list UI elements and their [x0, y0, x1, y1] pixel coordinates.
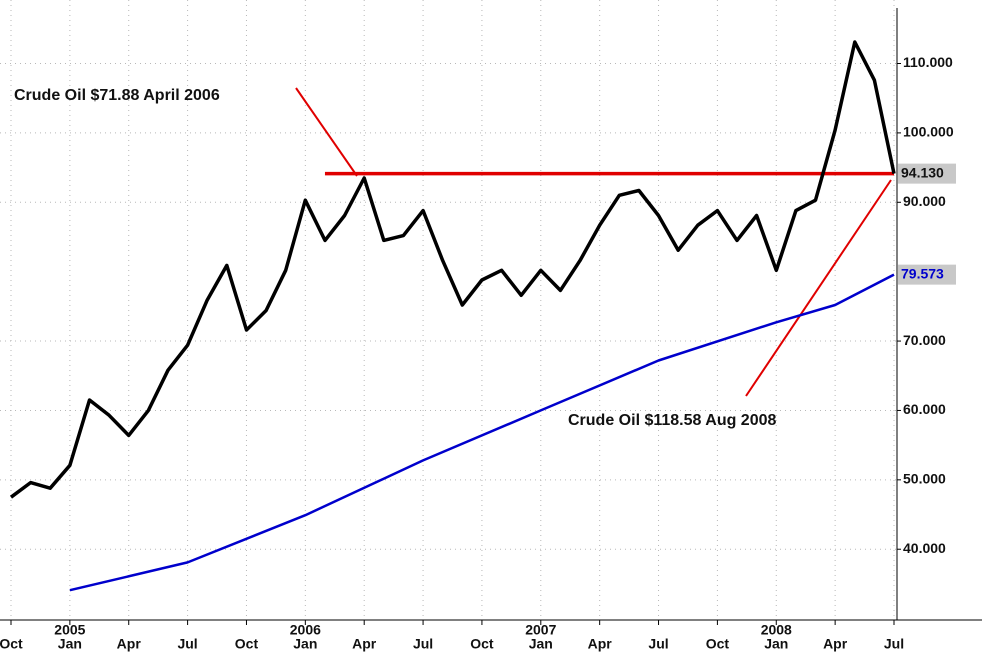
x-tick-label: Jul — [177, 636, 197, 652]
series-line — [9, 40, 896, 499]
series-line — [69, 273, 895, 592]
x-tick-label: Apr — [823, 636, 848, 652]
y-tick-label: 90.000 — [903, 193, 946, 209]
y-tick-label: 50.000 — [903, 471, 946, 487]
x-tick-label: Jul — [884, 636, 904, 652]
last-value-label: 79.573 — [901, 265, 944, 281]
x-tick-label: Oct — [470, 636, 494, 652]
y-tick-label: 110.000 — [903, 54, 953, 70]
x-tick-label: Jan — [529, 636, 553, 652]
x-tick-label: Apr — [117, 636, 142, 652]
y-tick-label: 100.000 — [903, 124, 954, 140]
x-tick-label: Apr — [352, 636, 377, 652]
annotation-pointer — [295, 87, 358, 177]
x-tick-label: Apr — [588, 636, 613, 652]
x-year-label: 2008 — [761, 622, 792, 638]
y-tick-label: 70.000 — [903, 332, 946, 348]
last-value-box — [898, 264, 956, 285]
x-tick-label: Oct — [706, 636, 730, 652]
x-year-label: 2007 — [525, 622, 556, 638]
annotation-pointer — [745, 179, 892, 397]
x-tick-label: Jul — [413, 636, 433, 652]
x-year-label: 2005 — [54, 622, 85, 638]
x-tick-label: Oct — [235, 636, 259, 652]
x-tick-label: Jul — [648, 636, 668, 652]
y-tick-label: 60.000 — [903, 401, 946, 417]
x-tick-label: Oct — [0, 636, 23, 652]
x-tick-label: Jan — [764, 636, 788, 652]
last-value-box — [898, 163, 956, 184]
last-value-label: 94.130 — [901, 164, 944, 180]
x-tick-label: Jan — [293, 636, 317, 652]
annotation: Crude Oil $118.58 Aug 2008 — [568, 412, 777, 429]
x-tick-label: Jan — [58, 636, 82, 652]
y-tick-label: 40.000 — [903, 540, 946, 556]
x-year-label: 2006 — [290, 622, 321, 638]
annotation: Crude Oil $71.88 April 2006 — [14, 87, 220, 104]
